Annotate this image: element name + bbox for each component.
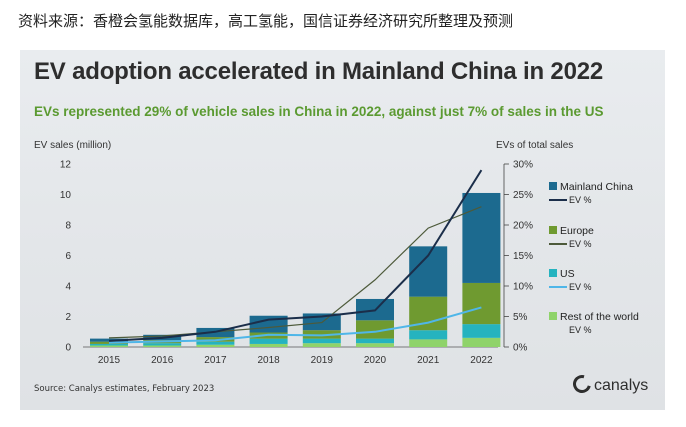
source-note: Source: Canalys estimates, February 2023 (34, 384, 215, 394)
line-china-line (108, 169, 483, 342)
chart-title: EV adoption accelerated in Mainland Chin… (34, 58, 604, 85)
y-tick-label: 12 (60, 160, 72, 171)
chart-plot: EV sales (million) EVs of total sales 0 2… (34, 140, 639, 366)
legend-line-label: EV % (569, 325, 592, 335)
bar-europe (356, 320, 394, 339)
x-tick-label: 2019 (311, 355, 334, 366)
y-tick-label: 2 (65, 312, 71, 323)
bar-mainland-china (462, 192, 501, 283)
x-tick-label: 2018 (257, 355, 280, 366)
legend-line-label: EV % (569, 239, 592, 249)
bar-rest-of-world (409, 339, 448, 347)
legend-label: Europe (560, 225, 594, 237)
y-axis-label: EV sales (million) (34, 140, 111, 151)
y-tick-label: 10 (60, 190, 72, 201)
bar-us (249, 338, 288, 344)
x-tick-label: 2020 (364, 355, 387, 366)
bar-us (143, 343, 182, 346)
x-tick-label: 2021 (417, 355, 440, 366)
legend-line-label: EV % (569, 195, 592, 205)
legend-label: US (560, 268, 575, 280)
y-tick-label: 0 (65, 343, 71, 354)
y2-tick-label: 25% (513, 190, 533, 201)
bar-europe (462, 282, 501, 325)
bar-us (196, 341, 235, 345)
bar-rest-of-world (356, 343, 394, 347)
x-tick-label: 2016 (151, 355, 174, 366)
y-tick-label: 8 (65, 221, 71, 232)
bar-us (302, 338, 341, 344)
bar-rest-of-world (90, 345, 128, 347)
legend-swatch (549, 182, 557, 190)
y2-tick-label: 10% (513, 282, 533, 293)
line-us-line (108, 306, 482, 344)
legend-label: Rest of the world (560, 311, 639, 323)
chart-panel: EV adoption accelerated in Mainland Chin… (20, 50, 665, 410)
y2-tick-label: 20% (513, 221, 533, 232)
bar-us (462, 324, 501, 338)
x-tick-label: 2015 (98, 355, 121, 366)
y2-tick-label: 0% (513, 343, 528, 354)
legend-swatch (549, 312, 557, 320)
bar-rest-of-world (143, 345, 182, 347)
bar-us (409, 330, 448, 340)
y2-tick-label: 15% (513, 251, 533, 262)
canalys-logo-icon (569, 371, 595, 397)
bar-rest-of-world (196, 344, 235, 347)
y2-tick-label: 5% (513, 312, 528, 323)
y2-axis-label: EVs of total sales (496, 140, 573, 151)
bar-rest-of-world (249, 343, 288, 347)
y2-tick-label: 30% (513, 160, 533, 171)
brand-name: canalys (594, 377, 649, 394)
x-tick-label: 2017 (204, 355, 227, 366)
y-tick-label: 4 (65, 282, 71, 293)
y-tick-label: 6 (65, 251, 71, 262)
line-europe-line (108, 206, 482, 339)
chart-subtitle: EVs represented 29% of vehicle sales in … (34, 104, 604, 119)
bar-rest-of-world (462, 337, 501, 347)
bar-us (90, 343, 128, 346)
brand-logo: canalys (569, 371, 649, 397)
legend-line-label: EV % (569, 282, 592, 292)
legend-swatch (549, 226, 557, 234)
bar-us (356, 338, 394, 344)
bar-europe (90, 341, 128, 344)
legend-swatch (549, 269, 557, 277)
legend-label: Mainland China (560, 181, 633, 193)
bar-rest-of-world (302, 343, 341, 347)
x-tick-label: 2022 (470, 355, 493, 366)
figure-caption: 资料来源：香橙会氢能数据库，高工氢能，国信证券经济研究所整理及预测 (18, 12, 514, 30)
